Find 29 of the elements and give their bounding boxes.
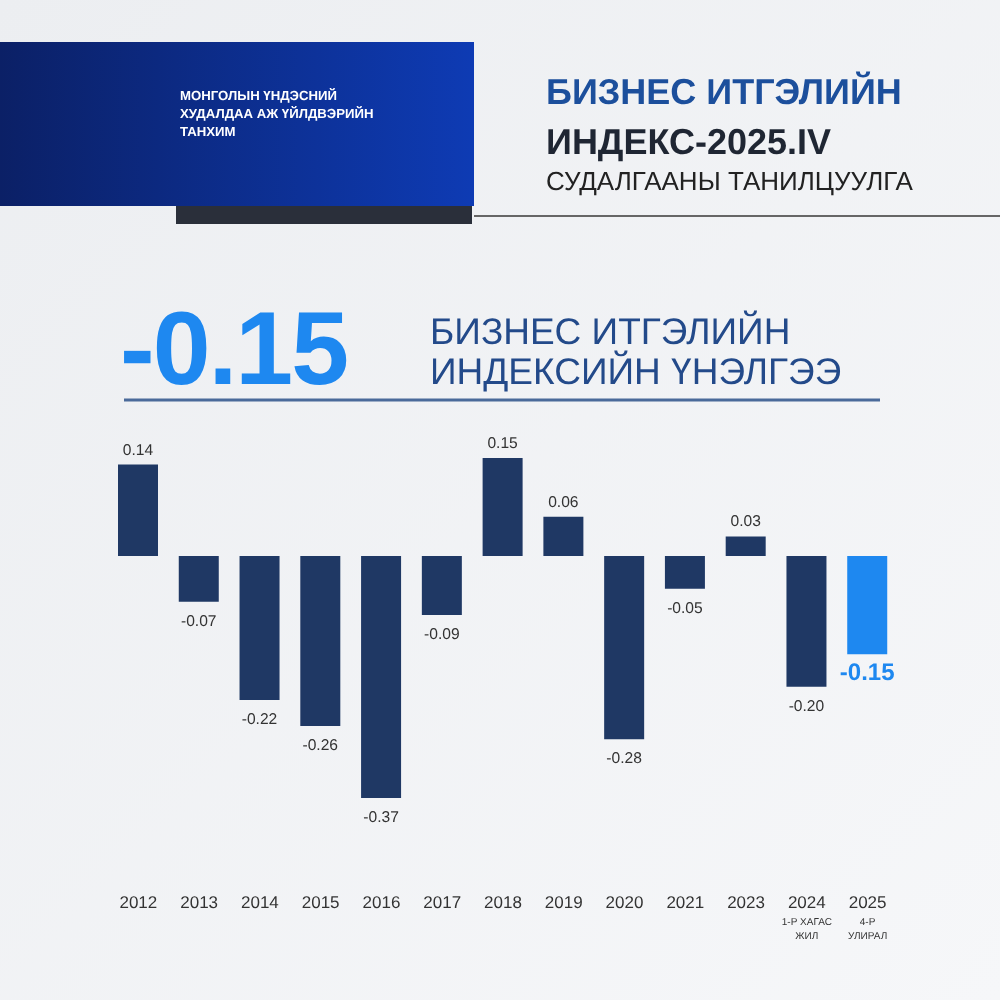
x-tick-label: 2015 <box>301 892 341 912</box>
chart-subtitle: СУДАЛГААНЫ ТАНИЛЦУУЛГА <box>546 166 914 196</box>
x-tick-label: 2021 <box>666 892 705 912</box>
x-tick-label: 2019 <box>544 892 584 912</box>
x-tick-label: 2012 <box>119 892 158 912</box>
x-tick-label: 2013 <box>180 892 219 912</box>
text: -0.15 <box>120 292 348 408</box>
bar <box>847 556 888 655</box>
chart-title: БИЗНЕС ИТГЭЛИЙН ИНДЕКС-2025.IV <box>546 70 902 162</box>
bar <box>421 556 462 615</box>
x-tick-label: 2023 <box>727 892 766 912</box>
bar <box>543 516 584 557</box>
data-label: -0.15 <box>839 658 896 687</box>
x-tick-label: 2020 <box>605 892 644 912</box>
text: БИЗНЕС ИТГЭЛИЙН ИНДЕКСИЙН ҮНЭЛГЭЭ <box>430 310 842 392</box>
bar <box>664 556 705 589</box>
bar <box>604 556 645 740</box>
x-tick-label: 2014 <box>241 892 280 912</box>
x-tick-label: 2017 <box>423 892 462 912</box>
x-tick-label: 2018 <box>484 892 523 912</box>
bar <box>239 556 280 700</box>
bar <box>482 458 523 557</box>
x-tick-label: 2016 <box>362 892 401 912</box>
bar <box>361 556 402 798</box>
bar <box>118 464 158 557</box>
bar <box>725 536 766 557</box>
bar <box>178 556 219 602</box>
bar <box>786 556 827 687</box>
bar <box>300 556 341 727</box>
